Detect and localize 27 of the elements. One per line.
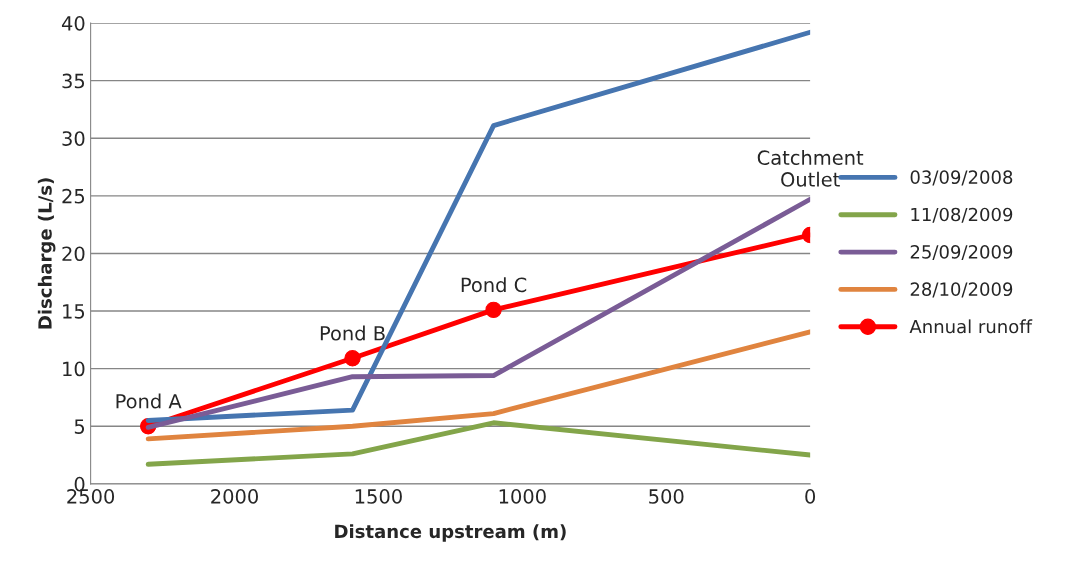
x-tick-label: 1500 bbox=[355, 489, 402, 504]
annotation: Pond B bbox=[320, 325, 385, 341]
y-tick-label: 15 bbox=[63, 304, 85, 319]
y-tick-label: 5 bbox=[74, 419, 85, 434]
line-series bbox=[145, 420, 811, 467]
y-axis-title: Discharge (L/s) bbox=[37, 178, 56, 329]
point bbox=[485, 301, 502, 319]
legend-label: Annual runoff bbox=[909, 319, 1033, 334]
annotation: Pond C bbox=[461, 277, 527, 293]
y-tick-label: 35 bbox=[62, 73, 85, 89]
x-axis-title: Distance upstream (m) bbox=[335, 524, 566, 542]
x-tick-label: 0 bbox=[805, 489, 816, 504]
x-tick-label: 2000 bbox=[211, 489, 258, 504]
legend-label: 03/09/2008 bbox=[910, 170, 1013, 186]
y-tick-label: 20 bbox=[62, 246, 85, 262]
point bbox=[344, 350, 361, 367]
legend-label: 25/09/2009 bbox=[910, 245, 1013, 261]
y-tick-label: 10 bbox=[63, 361, 85, 377]
legend-label: 28/10/2009 bbox=[910, 282, 1013, 298]
x-tick-label: 500 bbox=[649, 489, 684, 504]
y-tick-label: 30 bbox=[62, 131, 85, 146]
annotation: Pond A bbox=[116, 393, 182, 409]
y-tick-label: 25 bbox=[62, 188, 85, 204]
y-tick-label: 40 bbox=[61, 16, 85, 31]
x-tick-label: 1000 bbox=[499, 489, 546, 504]
annotation: Catchment Outlet bbox=[757, 149, 864, 187]
legend-label: 11/08/2009 bbox=[911, 207, 1013, 223]
